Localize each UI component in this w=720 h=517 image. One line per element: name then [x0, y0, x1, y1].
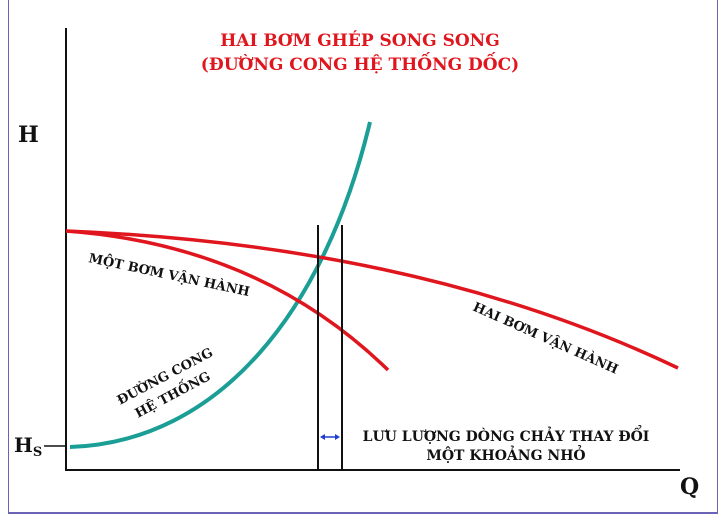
flow-change-label-2: MỘT KHOẢNG NHỎ: [426, 444, 585, 464]
system-curve: [69, 121, 372, 449]
flow-change-label-1: LƯU LƯỢNG DÒNG CHẢY THAY ĐỔI: [363, 424, 650, 445]
title-line-1: HAI BƠM GHÉP SONG SONG: [220, 30, 499, 51]
two-pump-curve: [65, 229, 679, 370]
flow-change-arrow: [320, 434, 340, 440]
frame-border: [8, 0, 718, 514]
hs-label: HS: [14, 433, 42, 460]
two-pump-label: HAI BƠM VẬN HÀNH: [470, 299, 620, 378]
one-pump-curve: [65, 229, 390, 372]
y-axis-label: H: [18, 122, 39, 148]
x-axis-label: Q: [680, 474, 699, 500]
one-pump-label: MỘT BƠM VẬN HÀNH: [87, 249, 251, 300]
title-line-2: (ĐƯỜNG CONG HỆ THỐNG DỐC): [201, 52, 519, 75]
